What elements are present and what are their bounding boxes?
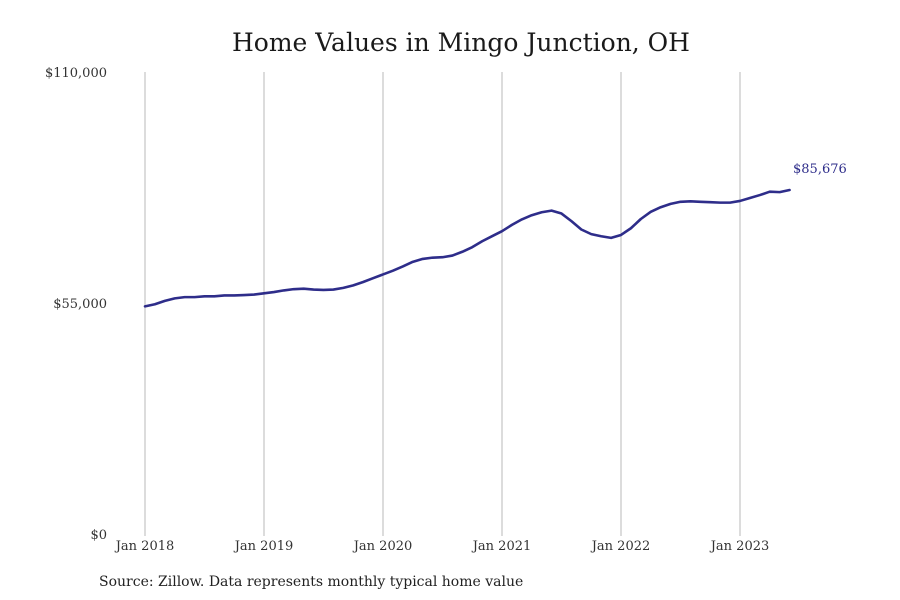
data-point [679,200,682,203]
data-point [778,191,781,194]
data-point [560,212,563,215]
data-point [550,209,553,212]
data-point [759,194,762,197]
data-point [144,305,147,308]
y-axis-ticks: $0 $55,000 $110,000 [45,66,107,543]
data-point [481,240,484,243]
data-point [669,203,672,206]
data-point [610,237,613,240]
data-point [640,218,643,221]
gridlines [144,72,741,536]
data-point [213,295,216,298]
data-point [709,201,712,204]
data-point [312,288,315,291]
data-point [749,197,752,200]
y-tick-label: $55,000 [53,297,107,312]
data-point [431,256,434,259]
data-point [521,218,524,221]
data-point [302,287,305,290]
data-point [600,235,603,238]
end-value-label: $85,676 [793,162,847,177]
data-point [441,256,444,259]
source-note: Source: Zillow. Data represents monthly … [99,574,523,590]
data-point [203,295,206,298]
x-axis-ticks: Jan 2018 Jan 2019 Jan 2020 Jan 2021 Jan 2022… [114,539,770,554]
data-point [243,294,246,297]
data-point [362,281,365,284]
data-point [382,273,385,276]
series-layer: $85,676 [143,162,847,308]
y-tick-label: $110,000 [45,66,107,81]
data-point [689,200,692,203]
data-point [253,293,256,296]
data-point [322,289,325,292]
data-point [739,200,742,203]
data-point [183,296,186,299]
data-point [491,235,494,238]
x-tick-label: Jan 2021 [471,539,532,554]
data-point [729,201,732,204]
x-tick-label: Jan 2023 [709,539,770,554]
data-point [352,284,355,287]
data-point [699,200,702,203]
series-line [143,188,791,308]
data-point [273,291,276,294]
data-point [342,287,345,290]
data-point [233,294,236,297]
data-point [630,227,633,230]
data-point [580,228,583,231]
data-point [511,224,514,227]
data-point [411,261,414,264]
y-tick-label: $0 [90,528,107,543]
data-point [173,297,176,300]
data-point [402,265,405,268]
data-point [164,300,167,303]
data-point [154,303,157,306]
data-point [461,250,464,253]
data-point [540,211,543,214]
data-point [421,258,424,261]
data-point [223,294,226,297]
data-point [193,296,196,299]
data-point [649,211,652,214]
data-point [332,288,335,291]
data-point [570,220,573,223]
data-point [530,214,533,217]
data-point [590,233,593,236]
data-point [620,234,623,237]
x-tick-label: Jan 2020 [352,539,413,554]
data-point [283,289,286,292]
data-point [659,206,662,209]
data-point [451,254,454,257]
data-point [392,269,395,272]
data-point [719,201,722,204]
data-point [471,246,474,249]
x-tick-label: Jan 2022 [590,539,651,554]
data-point [501,230,504,233]
data-point [768,190,771,193]
data-point [788,189,791,192]
x-tick-label: Jan 2018 [114,539,175,554]
x-tick-label: Jan 2019 [233,539,294,554]
chart-title: Home Values in Mingo Junction, OH [232,28,690,57]
data-point [263,292,266,295]
data-point [292,288,295,291]
data-point [372,277,375,280]
